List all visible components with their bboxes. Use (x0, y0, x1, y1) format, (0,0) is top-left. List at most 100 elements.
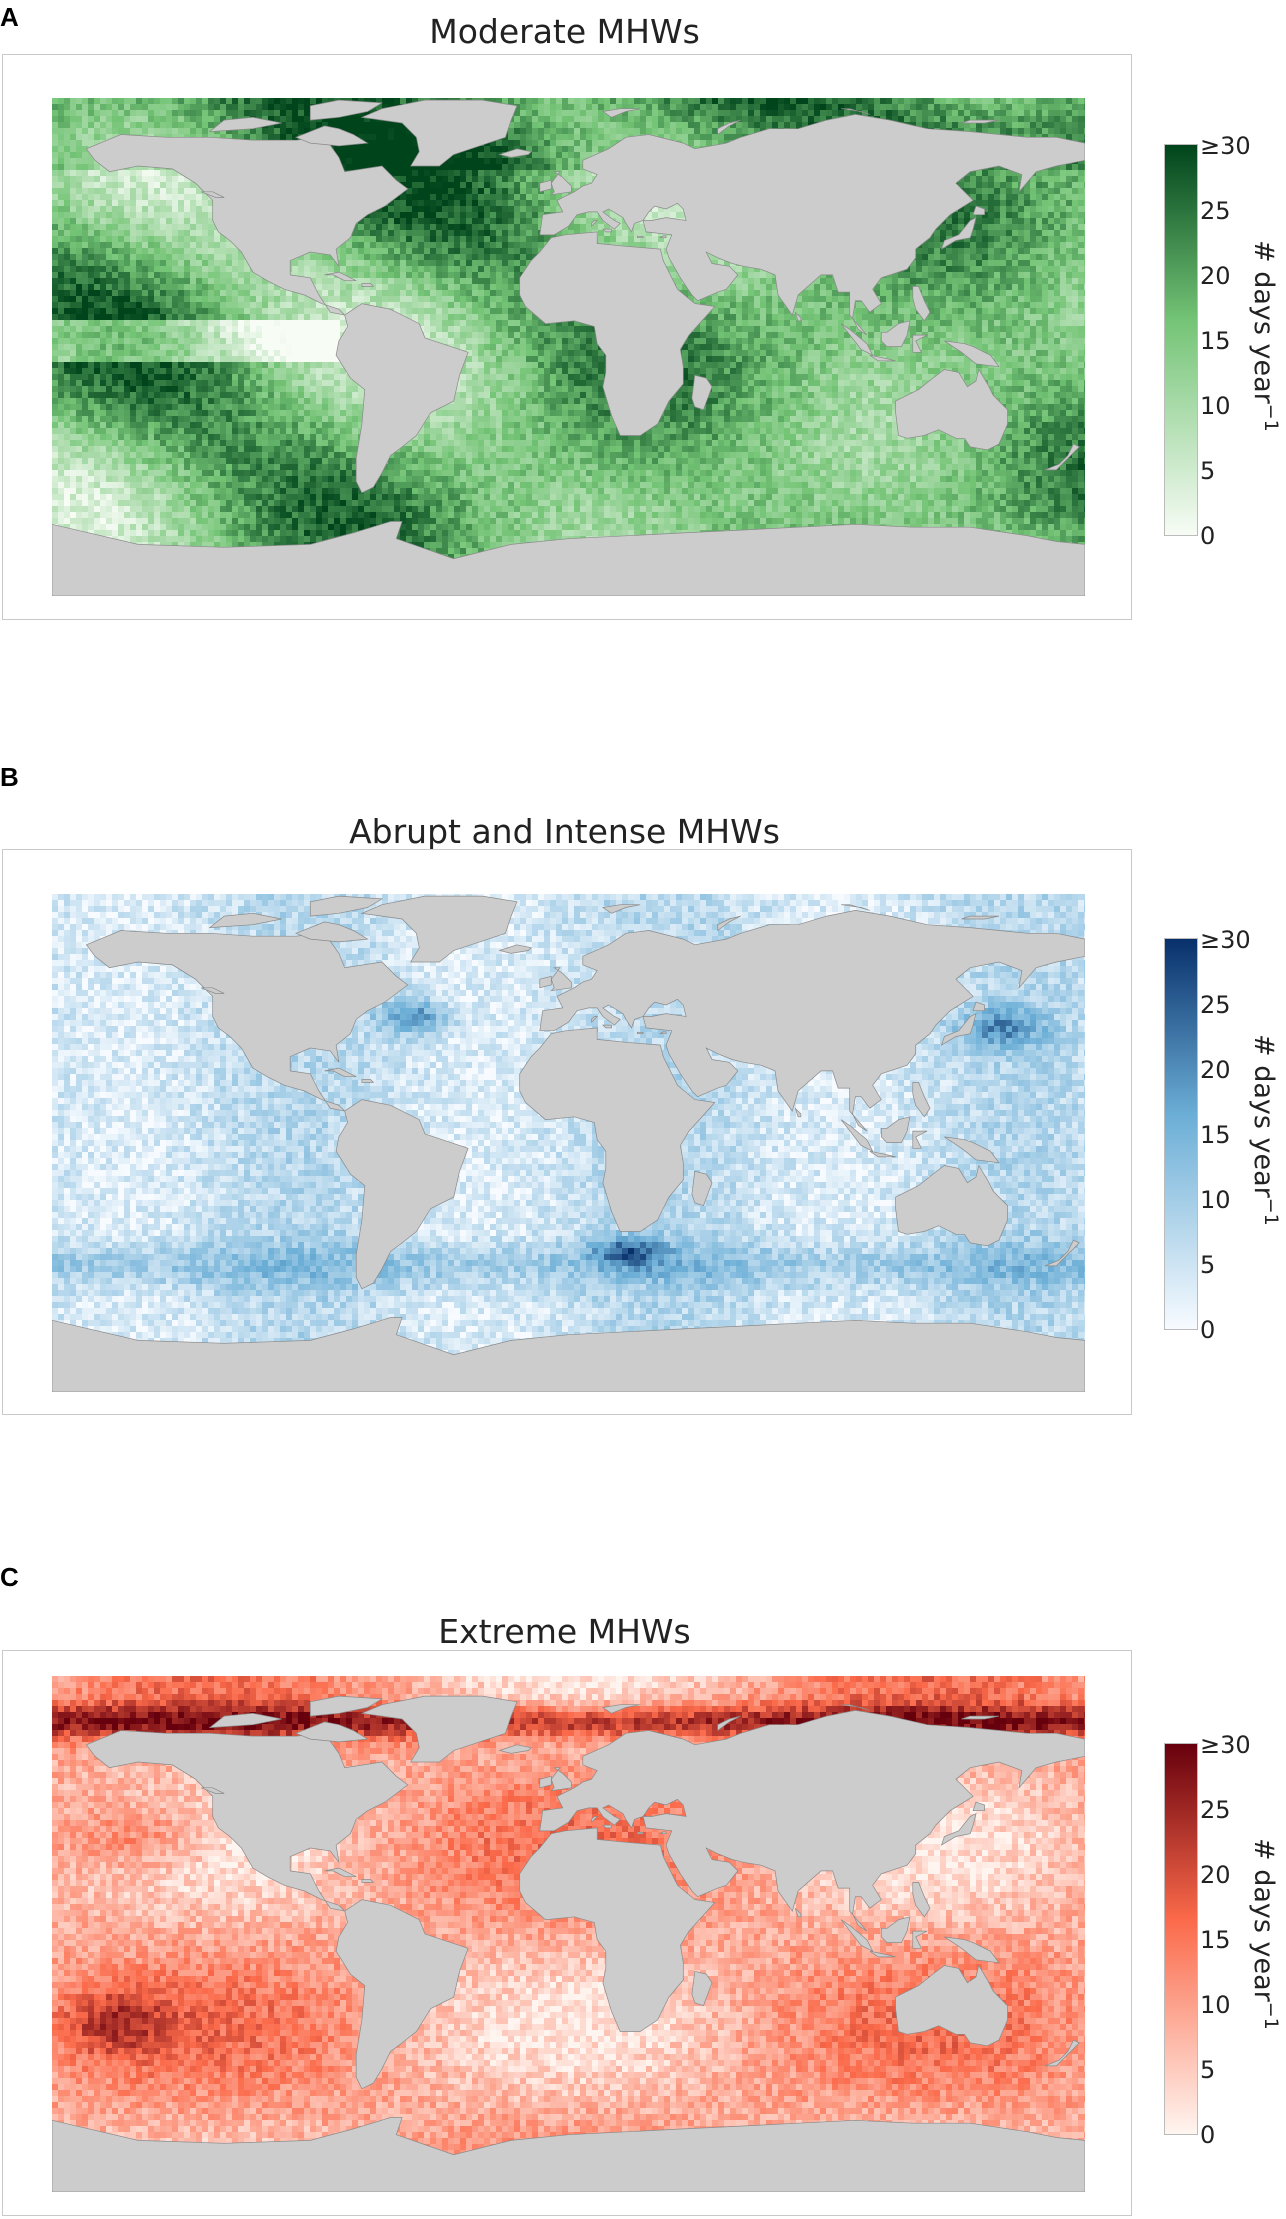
land-polygon (360, 1695, 518, 1763)
land-masses (52, 895, 1085, 1392)
land-polygon (324, 1067, 357, 1078)
land-polygon (912, 286, 931, 322)
colorbar-tick: 15 (1200, 1121, 1231, 1149)
land-polygon (841, 1704, 870, 1711)
colorbar-label: # days year−1 (1248, 240, 1282, 432)
land-polygon (601, 904, 641, 914)
land-polygon (840, 1119, 874, 1152)
land-polygon (841, 108, 870, 115)
colorbar-tick: 5 (1200, 1251, 1215, 1279)
land-polygon (659, 1031, 667, 1035)
land-polygon (602, 1824, 612, 1829)
colorbar-tick: 20 (1200, 1056, 1231, 1084)
land-polygon (309, 99, 384, 121)
colorbar-label: # days year−1 (1248, 1034, 1282, 1226)
land-polygon (52, 521, 1085, 596)
land-polygon (85, 134, 409, 316)
panel-title: Extreme MHWs (0, 1612, 1129, 1651)
land-polygon (324, 1867, 357, 1878)
land-polygon (691, 374, 713, 411)
land-polygon (961, 915, 999, 920)
land-polygon (794, 1107, 802, 1118)
land-polygon (208, 912, 282, 929)
land-polygon (360, 99, 518, 167)
land-polygon (794, 1907, 802, 1918)
panel-letter: A (0, 2, 19, 33)
land-polygon (840, 1919, 874, 1952)
land-polygon (361, 1079, 375, 1083)
colorbar-tick: 0 (1200, 2121, 1215, 2149)
land-polygon (880, 320, 911, 347)
colorbar-tick: 25 (1200, 991, 1231, 1019)
land-polygon (841, 904, 870, 911)
land-polygon (895, 1164, 1008, 1247)
panel-letter: B (0, 762, 19, 793)
land-polygon (659, 1831, 667, 1835)
land-polygon (539, 114, 1085, 336)
land-polygon (519, 1027, 716, 1232)
land-polygon (85, 930, 409, 1112)
colorbar-tick: 0 (1200, 1316, 1215, 1344)
land-polygon (519, 231, 716, 436)
land-polygon (1044, 443, 1080, 471)
colorbar-tick: 10 (1200, 1186, 1231, 1214)
colorbar (1164, 938, 1198, 1330)
land-polygon (944, 1136, 1000, 1164)
land-polygon (961, 1715, 999, 1720)
land-polygon (498, 1744, 532, 1754)
land-polygon (940, 1812, 977, 1846)
panel-letter: C (0, 1562, 19, 1593)
land-polygon (208, 116, 282, 133)
colorbar-tick: 10 (1200, 392, 1231, 420)
world-map (52, 894, 1085, 1392)
colorbar-tick: 20 (1200, 262, 1231, 290)
land-polygon (912, 334, 928, 353)
land-polygon (324, 271, 357, 282)
land-polygon (335, 1099, 469, 1290)
land-polygon (912, 1882, 931, 1918)
land-polygon (601, 1704, 641, 1714)
land-polygon (601, 108, 641, 118)
colorbar-tick: 10 (1200, 1991, 1231, 2019)
colorbar-tick: 5 (1200, 2056, 1215, 2084)
land-polygon (602, 228, 612, 233)
land-polygon (498, 944, 532, 954)
land-polygon (637, 1831, 644, 1835)
land-polygon (972, 1801, 985, 1812)
land-polygon (294, 921, 369, 943)
colorbar-tick: 25 (1200, 1796, 1231, 1824)
land-polygon (550, 1767, 572, 1792)
land-polygon (335, 1899, 469, 2090)
panel-title: Abrupt and Intense MHWs (0, 812, 1129, 851)
land-polygon (294, 1721, 369, 1743)
land-polygon (869, 1950, 896, 1958)
land-polygon (591, 1816, 599, 1824)
land-polygon (869, 1150, 896, 1158)
colorbar-tick: 25 (1200, 197, 1231, 225)
colorbar-tick: ≥30 (1200, 132, 1251, 160)
land-polygon (309, 895, 384, 917)
land-polygon (691, 1970, 713, 2007)
land-polygon (637, 235, 644, 239)
land-polygon (550, 967, 572, 992)
colorbar-tick: ≥30 (1200, 926, 1251, 954)
world-map (52, 98, 1085, 596)
colorbar (1164, 144, 1198, 536)
land-polygon (550, 171, 572, 196)
land-polygon (539, 1775, 552, 1789)
land-polygon (361, 1879, 375, 1883)
land-polygon (895, 1964, 1008, 2047)
land-polygon (972, 205, 985, 216)
land-polygon (335, 303, 469, 494)
land-polygon (961, 119, 999, 124)
land-polygon (944, 1936, 1000, 1964)
land-polygon (201, 987, 225, 994)
land-polygon (539, 975, 552, 989)
land-polygon (717, 119, 741, 136)
colorbar-tick: 0 (1200, 522, 1215, 550)
land-polygon (717, 915, 741, 932)
land-polygon (539, 1710, 1085, 1932)
land-polygon (637, 1031, 644, 1035)
land-polygon (972, 1001, 985, 1012)
land-polygon (85, 1730, 409, 1912)
